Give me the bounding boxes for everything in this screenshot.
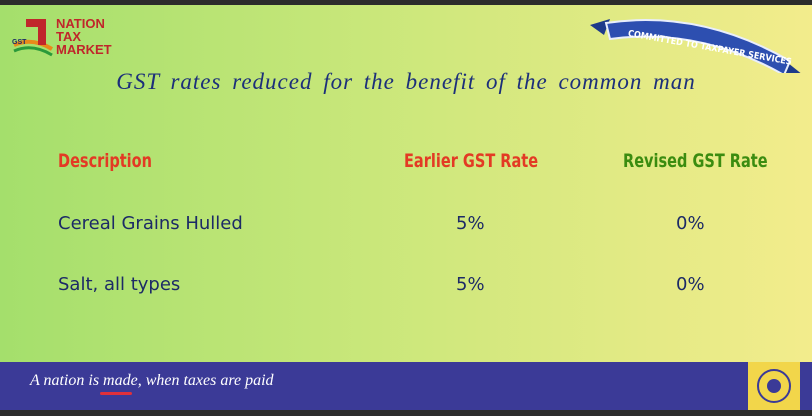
tagline: A nation is made, when taxes are paid bbox=[30, 372, 274, 389]
table-cell: Salt, all types bbox=[58, 274, 181, 295]
logo-badge: GST bbox=[12, 39, 27, 46]
emblem-icon bbox=[757, 369, 791, 403]
slide: GST NATION TAX MARKET COMMITTED TO TAXPA… bbox=[0, 5, 812, 362]
tagline-underline bbox=[100, 392, 132, 395]
emblem bbox=[748, 362, 800, 410]
title: GST rates reduced for the benefit of the… bbox=[116, 69, 696, 94]
logo-line: TAX bbox=[56, 29, 82, 44]
logo-line: NATION bbox=[56, 16, 105, 31]
table-cell: 5% bbox=[456, 213, 485, 234]
column-header: Earlier GST Rate bbox=[404, 150, 539, 172]
logo: GST NATION TAX MARKET bbox=[12, 15, 142, 60]
column-header: Description bbox=[58, 150, 152, 172]
table-cell: 0% bbox=[676, 213, 705, 234]
table-cell: 0% bbox=[676, 274, 705, 295]
logo-mark bbox=[13, 19, 54, 57]
logo-line: MARKET bbox=[56, 42, 112, 57]
footer: A nation is made, when taxes are paid bbox=[0, 362, 812, 410]
column-header: Revised GST Rate bbox=[623, 150, 768, 172]
table-cell: 5% bbox=[456, 274, 485, 295]
ribbon: COMMITTED TO TAXPAYER SERVICES bbox=[590, 13, 808, 73]
table-cell: Cereal Grains Hulled bbox=[58, 213, 243, 234]
ribbon-shape bbox=[590, 19, 801, 73]
